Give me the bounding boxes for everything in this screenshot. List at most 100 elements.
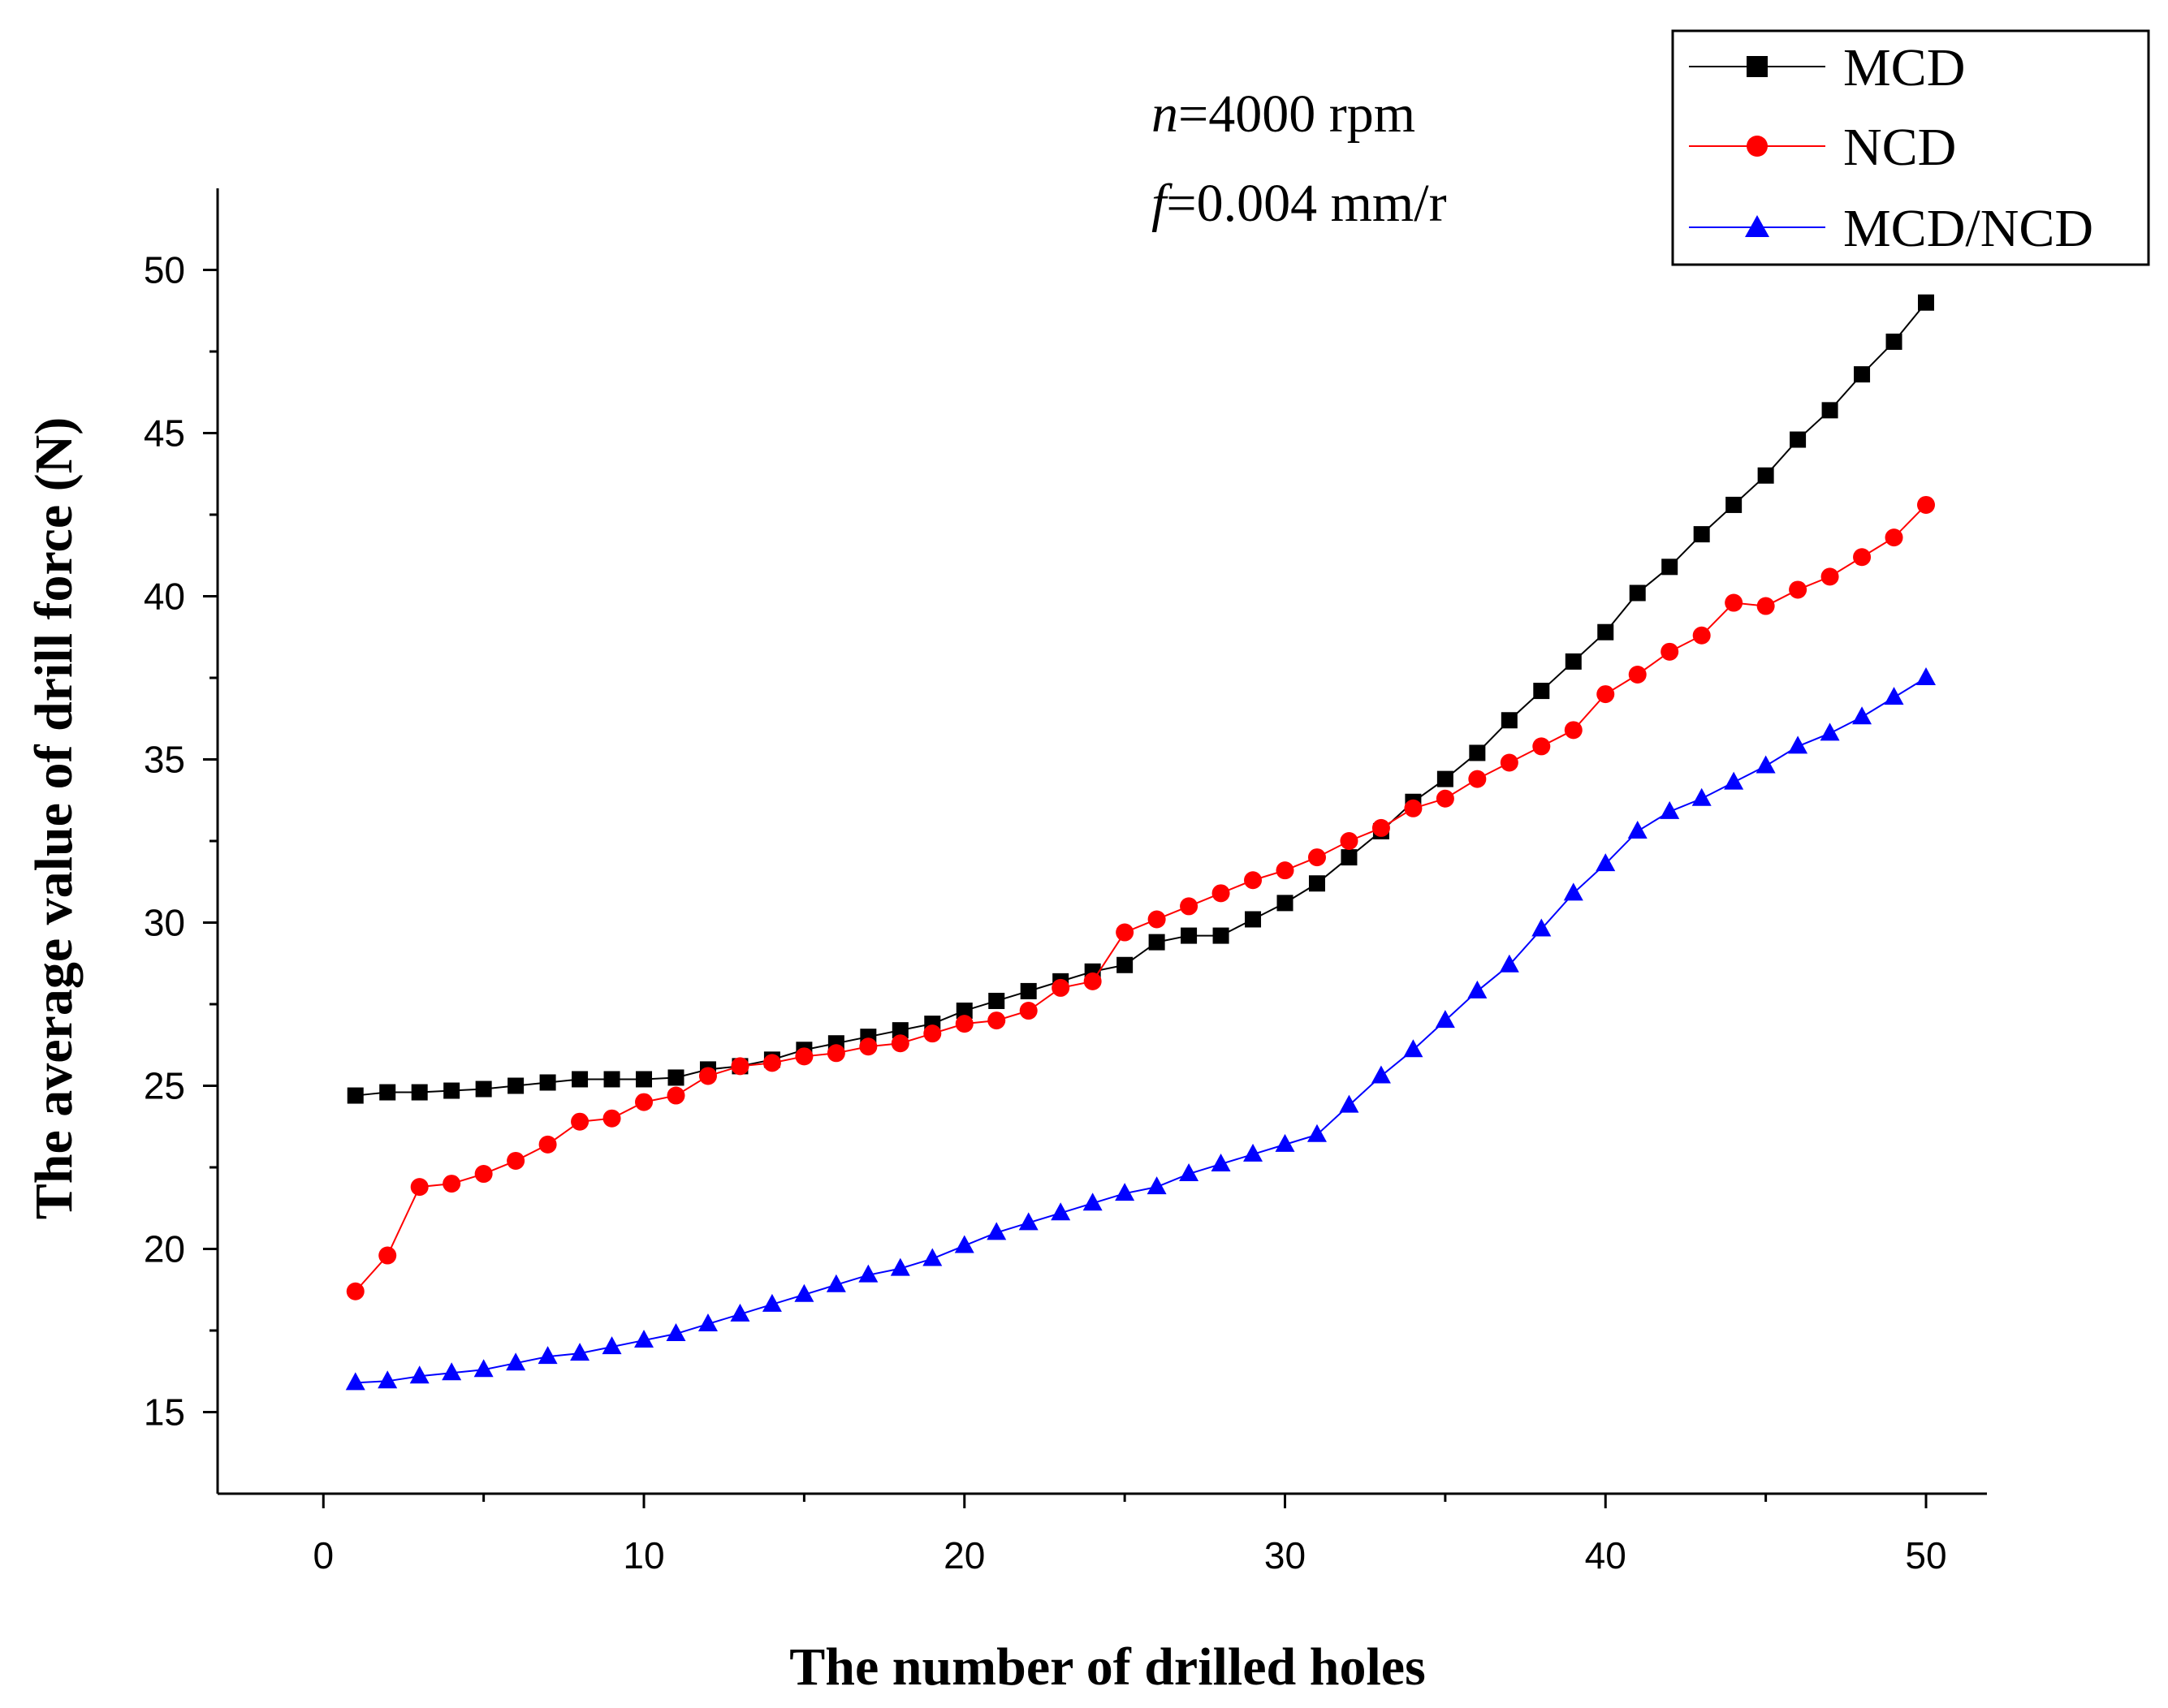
- y-axis-title: The average value of drill force (N): [24, 417, 84, 1220]
- data-point-mcd-ncd: [954, 1235, 974, 1253]
- data-point-mcd: [539, 1074, 556, 1091]
- data-point-mcd-ncd: [1499, 954, 1519, 973]
- data-point-ncd: [795, 1047, 814, 1066]
- y-tick-label: 50: [144, 249, 185, 291]
- legend-item-mcd: MCD: [1689, 38, 1965, 97]
- data-point-ncd: [1532, 737, 1551, 756]
- y-tick-label: 25: [144, 1065, 185, 1107]
- data-point-ncd: [923, 1024, 942, 1043]
- data-point-mcd-ncd: [473, 1359, 494, 1378]
- data-point-mcd-ncd: [634, 1330, 654, 1348]
- data-point-mcd: [1854, 366, 1871, 383]
- data-point-mcd: [347, 1087, 364, 1104]
- data-point-mcd-ncd: [762, 1293, 782, 1312]
- data-point-ncd: [1661, 642, 1679, 661]
- annotation-rpm-var: n: [1151, 84, 1178, 144]
- data-point-mcd: [1116, 956, 1134, 973]
- data-point-mcd: [1533, 683, 1550, 700]
- data-point-mcd-ncd: [538, 1346, 558, 1365]
- data-point-ncd: [378, 1246, 397, 1265]
- annotation-feed: f=0.004 mm/r: [1151, 174, 1447, 233]
- x-tick-label: 50: [1905, 1534, 1946, 1576]
- data-point-mcd-ncd: [345, 1372, 365, 1391]
- y-tick-label: 35: [144, 739, 185, 781]
- y-tick-label: 45: [144, 412, 185, 455]
- legend-marker-mcd-ncd: [1745, 215, 1769, 237]
- data-point-mcd: [667, 1069, 685, 1086]
- data-point-mcd-ncd: [987, 1222, 1007, 1240]
- data-point-mcd-ncd: [666, 1323, 686, 1342]
- data-point-mcd-ncd: [1531, 918, 1552, 937]
- data-point-mcd-ncd: [890, 1257, 910, 1276]
- data-point-ncd: [1244, 871, 1263, 890]
- ticks: 0 10 20 30 40 50 15 20 25 30 35 40 45 50: [144, 249, 1947, 1577]
- data-point-mcd-ncd: [1211, 1153, 1231, 1171]
- data-point-mcd: [1597, 623, 1614, 640]
- data-point-mcd: [1629, 584, 1646, 602]
- data-point-mcd: [1436, 770, 1453, 787]
- data-point-ncd: [1885, 528, 1903, 547]
- annotation-rpm: n=4000 rpm: [1151, 84, 1415, 144]
- data-point-ncd: [1596, 685, 1615, 704]
- data-point-ncd: [1853, 548, 1872, 567]
- legend-item-mcd-ncd: MCD/NCD: [1689, 199, 2093, 258]
- legend-item-ncd: NCD: [1689, 118, 1956, 177]
- data-point-mcd: [1565, 653, 1582, 670]
- x-tick-label: 10: [623, 1534, 664, 1576]
- data-point-mcd-ncd: [1051, 1202, 1071, 1221]
- data-point-mcd: [1341, 849, 1358, 866]
- annotation-rpm-value: =4000 rpm: [1178, 84, 1415, 144]
- x-tick-label: 30: [1264, 1534, 1306, 1576]
- data-point-mcd-ncd: [1820, 722, 1840, 741]
- data-point-mcd-ncd: [730, 1303, 750, 1322]
- data-point-mcd-ncd: [1884, 687, 1904, 705]
- data-point-ncd: [827, 1044, 845, 1063]
- data-point-ncd: [1564, 721, 1583, 740]
- data-point-mcd-ncd: [1018, 1212, 1039, 1231]
- data-point-mcd-ncd: [1275, 1133, 1295, 1152]
- data-point-mcd-ncd: [826, 1274, 846, 1292]
- data-point-ncd: [1725, 593, 1743, 612]
- data-point-mcd-ncd: [1306, 1124, 1327, 1142]
- data-point-mcd-ncd: [1691, 787, 1712, 806]
- data-point-ncd: [1276, 861, 1294, 880]
- data-point-mcd-ncd: [409, 1365, 430, 1384]
- data-point-mcd-ncd: [1467, 980, 1488, 998]
- data-point-mcd: [1917, 294, 1934, 311]
- data-point-mcd: [956, 1003, 973, 1020]
- data-point-mcd-ncd: [858, 1264, 879, 1283]
- data-point-mcd: [1276, 895, 1293, 912]
- data-point-mcd: [1757, 467, 1774, 484]
- data-point-mcd-ncd: [1179, 1163, 1199, 1182]
- data-point-ncd: [507, 1151, 525, 1170]
- data-point-mcd: [1661, 559, 1678, 576]
- legend-label-mcd-ncd: MCD/NCD: [1843, 199, 2093, 258]
- data-point-mcd: [443, 1082, 460, 1099]
- data-point-mcd: [1725, 496, 1743, 513]
- data-point-mcd: [988, 992, 1005, 1009]
- legend-marker-ncd: [1747, 136, 1768, 157]
- data-point-ncd: [1116, 923, 1134, 942]
- series-mcd-ncd: [345, 667, 1936, 1391]
- data-point-ncd: [955, 1015, 974, 1033]
- data-point-mcd-ncd: [1756, 755, 1776, 774]
- data-point-mcd: [1821, 402, 1838, 419]
- data-point-ncd: [571, 1112, 590, 1131]
- data-point-ncd: [859, 1037, 878, 1056]
- data-point-mcd-ncd: [697, 1313, 718, 1331]
- data-point-mcd-ncd: [1852, 706, 1872, 725]
- legend: MCD NCD MCD/NCD: [1671, 29, 2150, 266]
- data-point-ncd: [987, 1011, 1006, 1030]
- annotation-feed-value: =0.004 mm/r: [1166, 174, 1446, 233]
- data-point-ncd: [698, 1067, 717, 1085]
- data-point-mcd: [1020, 982, 1037, 999]
- data-point-mcd-ncd: [1660, 800, 1680, 819]
- data-point-ncd: [1404, 799, 1423, 817]
- data-point-mcd-ncd: [1563, 882, 1583, 901]
- data-point-ncd: [1340, 832, 1358, 850]
- data-point-mcd: [892, 1022, 909, 1039]
- data-point-mcd-ncd: [1115, 1183, 1135, 1201]
- data-point-mcd: [636, 1071, 653, 1088]
- data-point-mcd: [1308, 875, 1325, 892]
- data-point-mcd: [1212, 927, 1229, 944]
